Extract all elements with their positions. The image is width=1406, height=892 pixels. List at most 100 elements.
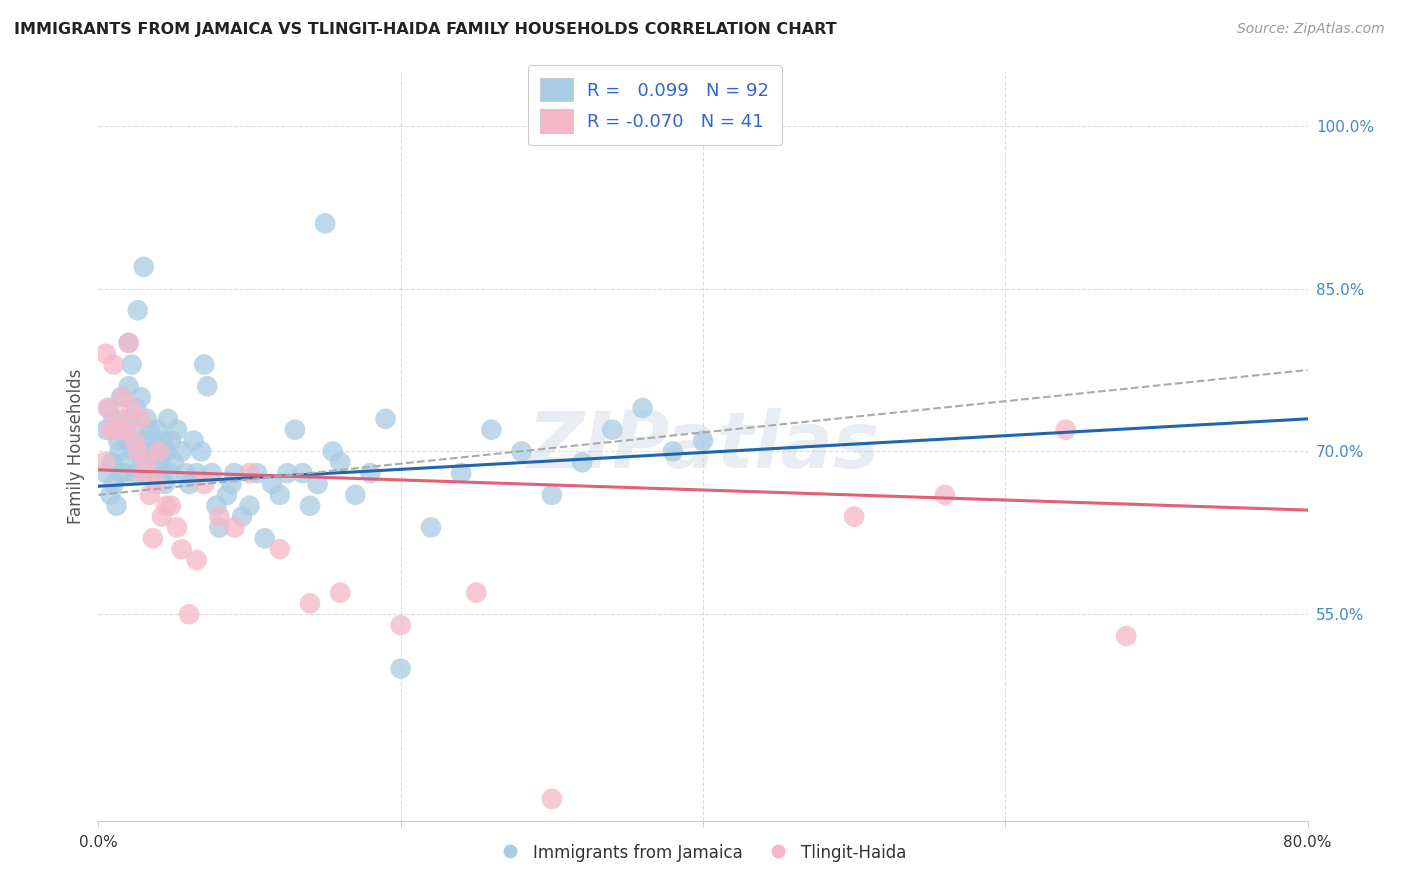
Point xyxy=(125,466,148,480)
Point xyxy=(221,477,243,491)
Point xyxy=(110,390,132,404)
Point xyxy=(224,520,246,534)
Point xyxy=(98,401,121,415)
Point xyxy=(322,444,344,458)
Point xyxy=(208,520,231,534)
Point xyxy=(118,379,141,393)
Point xyxy=(136,455,159,469)
Point xyxy=(692,434,714,448)
Point xyxy=(148,444,170,458)
Point xyxy=(141,434,163,448)
Point xyxy=(131,455,153,469)
Legend: Immigrants from Jamaica, Tlingit-Haida: Immigrants from Jamaica, Tlingit-Haida xyxy=(494,837,912,869)
Point xyxy=(118,335,141,350)
Point xyxy=(135,455,157,469)
Point xyxy=(155,444,177,458)
Point xyxy=(107,434,129,448)
Point xyxy=(269,488,291,502)
Point xyxy=(149,455,172,469)
Point xyxy=(291,466,314,480)
Point xyxy=(139,423,162,437)
Point xyxy=(105,499,128,513)
Point xyxy=(374,412,396,426)
Point xyxy=(253,531,276,545)
Point xyxy=(186,466,208,480)
Point xyxy=(155,499,177,513)
Point xyxy=(231,509,253,524)
Point xyxy=(120,412,142,426)
Y-axis label: Family Households: Family Households xyxy=(66,368,84,524)
Point xyxy=(186,553,208,567)
Point xyxy=(329,455,352,469)
Point xyxy=(389,662,412,676)
Point xyxy=(174,466,197,480)
Point xyxy=(201,466,224,480)
Point xyxy=(193,358,215,372)
Point xyxy=(420,520,443,534)
Point xyxy=(129,412,152,426)
Point xyxy=(262,477,284,491)
Point xyxy=(166,520,188,534)
Point xyxy=(166,423,188,437)
Point xyxy=(132,466,155,480)
Point xyxy=(239,466,262,480)
Point xyxy=(150,509,173,524)
Point xyxy=(115,434,138,448)
Point xyxy=(1115,629,1137,643)
Point xyxy=(314,216,336,230)
Point xyxy=(127,303,149,318)
Point xyxy=(139,488,162,502)
Point xyxy=(146,423,169,437)
Point xyxy=(153,477,176,491)
Point xyxy=(224,466,246,480)
Point xyxy=(94,423,117,437)
Point xyxy=(128,444,150,458)
Text: ZIPatlas: ZIPatlas xyxy=(527,408,879,484)
Point xyxy=(94,347,117,361)
Point xyxy=(121,401,143,415)
Point xyxy=(124,434,146,448)
Point xyxy=(170,542,193,557)
Point xyxy=(602,423,624,437)
Text: IMMIGRANTS FROM JAMAICA VS TLINGIT-HAIDA FAMILY HOUSEHOLDS CORRELATION CHART: IMMIGRANTS FROM JAMAICA VS TLINGIT-HAIDA… xyxy=(14,22,837,37)
Point xyxy=(114,466,136,480)
Point xyxy=(150,466,173,480)
Point xyxy=(160,434,183,448)
Point xyxy=(299,597,322,611)
Point xyxy=(121,358,143,372)
Point xyxy=(205,499,228,513)
Point xyxy=(276,466,298,480)
Point xyxy=(108,412,131,426)
Point xyxy=(246,466,269,480)
Point xyxy=(239,499,262,513)
Point xyxy=(329,585,352,599)
Point xyxy=(114,423,136,437)
Point xyxy=(108,444,131,458)
Point xyxy=(179,607,201,622)
Point xyxy=(195,379,218,393)
Point xyxy=(170,444,193,458)
Point xyxy=(142,444,165,458)
Point xyxy=(159,466,181,480)
Point xyxy=(269,542,291,557)
Point xyxy=(465,585,488,599)
Point xyxy=(127,444,149,458)
Point xyxy=(122,444,145,458)
Text: Source: ZipAtlas.com: Source: ZipAtlas.com xyxy=(1237,22,1385,37)
Point xyxy=(148,444,170,458)
Point xyxy=(134,434,156,448)
Point xyxy=(129,390,152,404)
Point xyxy=(132,260,155,274)
Point xyxy=(135,412,157,426)
Point xyxy=(145,477,167,491)
Point xyxy=(101,455,124,469)
Point xyxy=(299,499,322,513)
Point xyxy=(844,509,866,524)
Point xyxy=(179,477,201,491)
Point xyxy=(661,444,683,458)
Point xyxy=(934,488,956,502)
Point xyxy=(100,488,122,502)
Point xyxy=(510,444,533,458)
Point xyxy=(125,401,148,415)
Point xyxy=(124,423,146,437)
